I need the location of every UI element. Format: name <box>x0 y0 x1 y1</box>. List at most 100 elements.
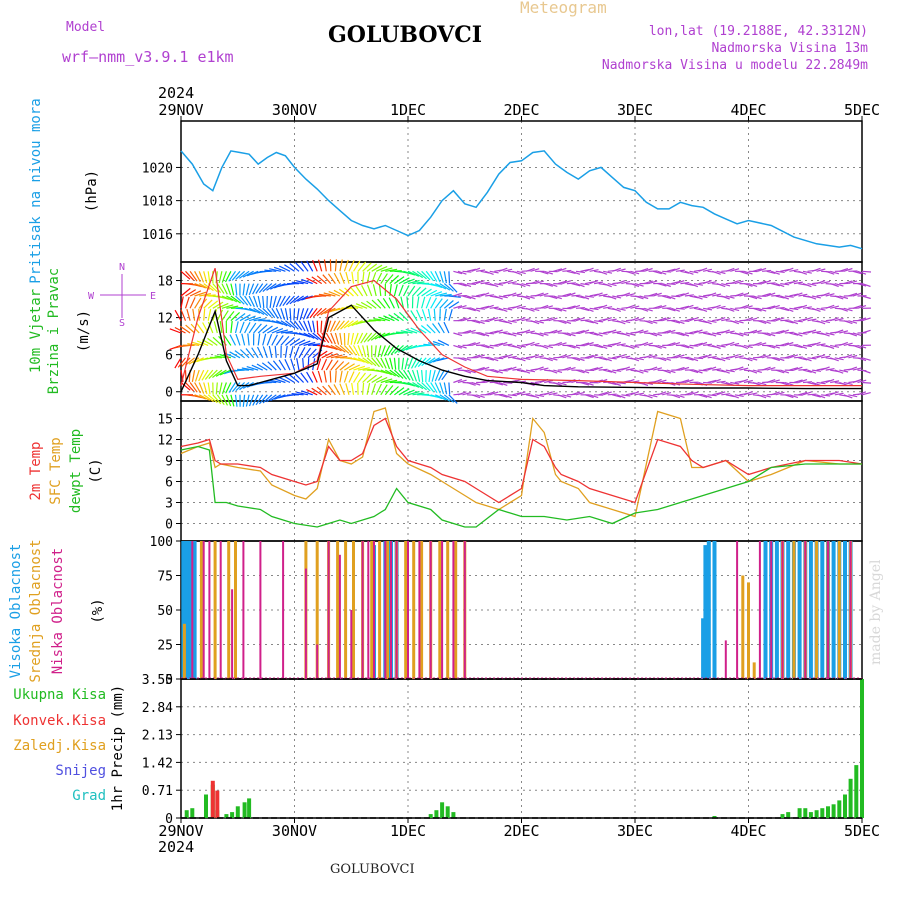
wind-barb <box>293 308 296 321</box>
wind-barb <box>348 260 355 272</box>
compass-west: W <box>88 291 95 302</box>
wind-barb <box>562 366 572 371</box>
wind-barb <box>244 307 257 313</box>
y-tick-label: 0 <box>165 386 173 401</box>
wind-barb <box>267 361 277 371</box>
wind-barb <box>721 393 731 396</box>
wind-barb <box>671 307 680 312</box>
wind-barb <box>348 345 357 356</box>
wind-barb <box>189 382 198 393</box>
wind-barb <box>475 366 485 371</box>
wind-barb <box>298 340 311 346</box>
wind-barb <box>816 394 826 399</box>
wind-barb <box>734 280 744 285</box>
wind-barb <box>375 265 388 272</box>
cloud-bar-mid <box>352 541 355 679</box>
precip-bar <box>235 806 240 818</box>
wind-barb <box>316 386 327 396</box>
wind-barb <box>662 369 671 374</box>
wind-barb <box>489 344 499 347</box>
wind-barb <box>693 283 704 286</box>
wind-barb <box>603 357 612 362</box>
wind-barb <box>516 317 526 322</box>
wind-barb <box>689 344 699 347</box>
wind-barb <box>584 307 594 312</box>
wind-barb <box>584 341 594 346</box>
wind-barb <box>466 342 476 346</box>
wind-barb <box>689 391 699 396</box>
wind-barb <box>471 320 481 324</box>
wind-barb <box>355 285 364 297</box>
wind-barb <box>385 268 398 272</box>
wind-barb <box>330 344 342 352</box>
wind-barb <box>507 332 517 337</box>
wind-barb <box>352 260 361 272</box>
y-tick-label: 6 <box>165 476 173 491</box>
wind-barb <box>748 392 758 396</box>
wind-barb <box>616 354 626 359</box>
wind-barb <box>185 382 195 392</box>
wind-barb <box>680 320 690 322</box>
wind-barb <box>484 270 494 275</box>
wind-barb <box>766 367 776 371</box>
wind-barb <box>457 344 467 349</box>
cloud-bar-high <box>703 545 708 679</box>
wind-barb <box>289 295 300 305</box>
wind-barb <box>226 295 238 303</box>
precip-legend-2: Zaledj.Kisa <box>13 738 106 754</box>
wind-barb <box>612 394 622 398</box>
wind-barb <box>621 332 631 337</box>
wind-barb <box>721 369 730 374</box>
wind-barb <box>575 330 585 334</box>
wind-barb <box>471 280 481 285</box>
wind-barb <box>412 270 424 279</box>
wind-barb <box>666 295 676 300</box>
wind-barb <box>494 295 503 300</box>
cloud-bar-low <box>316 644 319 679</box>
wind-barb <box>593 366 603 371</box>
wind-barb <box>816 381 826 385</box>
wind-barb <box>230 394 235 407</box>
wind-barb <box>397 344 409 353</box>
x-tick-label-bottom: 29NOV <box>158 822 203 840</box>
meteogram-title: Meteogram <box>520 0 607 17</box>
precip-bar <box>215 790 220 818</box>
wind-barb <box>453 378 463 384</box>
wind-barb <box>453 305 463 309</box>
wind-barb <box>562 280 572 285</box>
wind-barb <box>327 273 336 284</box>
wind-barb <box>320 307 332 316</box>
precip-bar <box>428 814 433 818</box>
wind-barb <box>784 354 794 359</box>
wind-barb <box>748 283 758 287</box>
wind-barb <box>861 381 872 384</box>
wind-barb <box>721 318 731 322</box>
wind-barb <box>373 318 386 322</box>
wind-barb <box>580 307 590 312</box>
wind-barb <box>230 295 241 304</box>
wind-barb <box>843 267 853 272</box>
precip-bar <box>712 816 717 818</box>
wind-barb <box>494 318 504 322</box>
wind-barb <box>612 267 621 272</box>
wind-barb <box>475 332 485 337</box>
wind-barb <box>802 369 812 373</box>
wind-barb <box>575 307 585 309</box>
wind-barb <box>584 394 594 399</box>
wind-barb <box>306 260 314 272</box>
wind-barb <box>293 346 300 359</box>
x-tick-label-bottom: 5DEC <box>844 822 880 840</box>
wind-side-label-2: Brzina i Pravac <box>46 268 62 394</box>
wind-barb <box>793 292 803 297</box>
wind-barb <box>816 320 826 325</box>
wind-barb <box>234 321 239 334</box>
wind-barb <box>598 270 608 275</box>
wind-barb <box>489 369 499 374</box>
cloud-bar-mid <box>227 541 231 679</box>
wind-barb <box>439 382 445 395</box>
wind-barb <box>657 317 667 322</box>
wind-barb <box>748 317 758 322</box>
wind-barb <box>771 283 781 287</box>
wind-barb <box>861 270 872 273</box>
cloud-bar-mid <box>792 541 796 679</box>
